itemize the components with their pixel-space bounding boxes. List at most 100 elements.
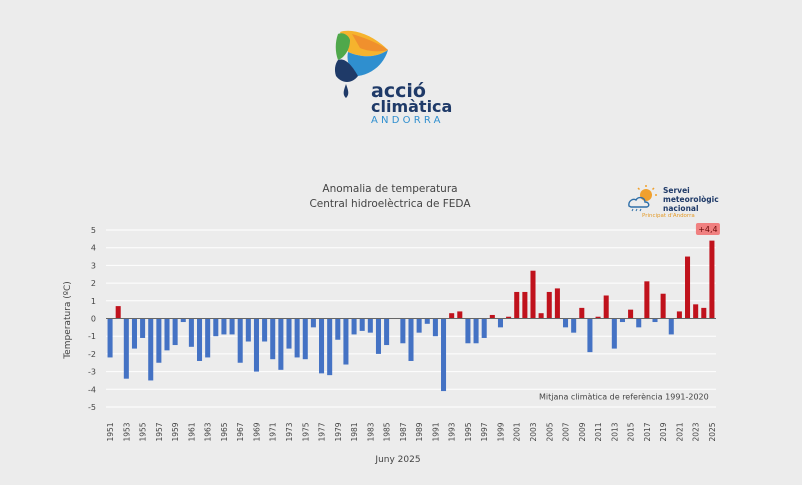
bar-2020 (668, 318, 674, 335)
bar-1979 (335, 318, 341, 340)
bar-2013 (611, 318, 617, 349)
bar-1995 (465, 318, 471, 344)
y-tick-label: 0 (91, 315, 96, 324)
bar-2023 (693, 304, 699, 319)
bar-1977 (319, 318, 325, 374)
x-tick-label: 2021 (675, 422, 684, 441)
x-tick-label: 2011 (594, 422, 603, 441)
bar-2006 (554, 288, 560, 319)
y-tick-label: 2 (91, 279, 96, 288)
x-tick-label: 1995 (464, 422, 473, 441)
max-label: +4,4 (698, 225, 717, 234)
y-tick-label: -4 (88, 385, 96, 394)
x-tick-label: 1959 (171, 422, 180, 441)
bar-1988 (408, 318, 414, 361)
bar-2009 (579, 307, 585, 319)
x-tick-label: 1953 (122, 422, 131, 441)
bar-1951 (107, 318, 113, 358)
bar-2005 (546, 291, 552, 319)
bar-1960 (180, 318, 186, 323)
bar-2014 (619, 318, 625, 323)
logo-petal-blue (347, 50, 388, 76)
bar-2016 (636, 318, 642, 328)
x-tick-label: 1967 (236, 422, 245, 441)
x-tick-label: 1979 (334, 422, 343, 441)
x-tick-label: 1987 (399, 422, 408, 441)
y-tick-label: 5 (91, 226, 96, 235)
x-tick-label: 2001 (513, 422, 522, 441)
bar-2015 (628, 309, 634, 319)
y-tick-label: 3 (91, 261, 96, 270)
bar-2008 (571, 318, 577, 333)
x-tick-label: 1985 (383, 422, 392, 441)
bar-2003 (530, 270, 536, 319)
bar-1994 (457, 311, 463, 319)
bar-1978 (327, 318, 333, 376)
bar-1965 (221, 318, 227, 335)
x-tick-label: 1977 (318, 422, 327, 441)
max-label-box (695, 223, 720, 235)
x-tick-label: 1997 (480, 422, 489, 441)
bar-1983 (367, 318, 373, 333)
bar-1989 (416, 318, 422, 333)
chart-subtitle: Central hidroelèctrica de FEDA (309, 198, 471, 210)
x-tick-label: 1991 (431, 422, 440, 441)
bar-1966 (229, 318, 235, 335)
bar-1952 (115, 306, 121, 319)
bar-2022 (685, 256, 691, 319)
logo-petal-green (335, 33, 350, 60)
y-tick-label: -3 (88, 368, 96, 377)
logo-drop (343, 84, 349, 98)
x-tick-label: 2009 (578, 422, 587, 441)
x-tick-label: 2003 (529, 422, 538, 441)
bar-1997 (481, 318, 487, 338)
bar-1969 (253, 318, 259, 372)
x-tick-label: 1971 (269, 422, 278, 441)
x-tick-label: 2023 (692, 422, 701, 441)
x-tick-label: 2013 (610, 422, 619, 441)
bar-2002 (522, 291, 528, 319)
x-tick-label: 1957 (155, 422, 164, 441)
bar-1993 (449, 313, 455, 319)
bar-1958 (164, 318, 170, 351)
x-tick-label: 1951 (106, 422, 115, 441)
bar-2007 (563, 318, 569, 328)
bar-2001 (514, 291, 520, 319)
bar-1987 (400, 318, 406, 344)
x-tick-label: 1981 (350, 422, 359, 441)
bar-1963 (205, 318, 211, 358)
smn-sub: Principat d'Andorra (642, 213, 695, 219)
bar-1996 (473, 318, 479, 344)
sun-cloud-icon (628, 185, 657, 212)
bar-1984 (375, 318, 381, 354)
bar-1970 (262, 318, 268, 342)
bar-1990 (424, 318, 430, 324)
bar-1999 (497, 318, 503, 328)
y-tick-label: -2 (88, 350, 96, 359)
x-tick-label: 1965 (220, 422, 229, 441)
bar-1998 (489, 314, 495, 319)
bar-1992 (441, 318, 447, 392)
x-tick-label: 1993 (448, 422, 457, 441)
accio-climatica-logo-icon (334, 30, 388, 98)
bar-2000 (506, 316, 512, 319)
bar-2011 (595, 316, 601, 319)
bar-1968 (245, 318, 251, 342)
bar-2004 (538, 313, 544, 319)
y-tick-label: -1 (88, 332, 96, 341)
x-tick-label: 1963 (204, 422, 213, 441)
bar-2019 (660, 293, 666, 319)
reference-label: Mitjana climàtica de referència 1991-202… (539, 391, 709, 401)
bar-1962 (197, 318, 203, 361)
x-tick-label: 1961 (187, 422, 196, 441)
bar-1961 (188, 318, 194, 347)
x-tick-label: 1999 (496, 422, 505, 441)
bar-1973 (286, 318, 292, 349)
x-tick-label: 2025 (708, 422, 717, 441)
bar-1982 (359, 318, 365, 331)
chart-title: Anomalia de temperatura (322, 183, 458, 195)
x-tick-label: 2005 (545, 422, 554, 441)
x-tick-label: 1983 (366, 422, 375, 441)
x-tick-label: 1989 (415, 422, 424, 441)
